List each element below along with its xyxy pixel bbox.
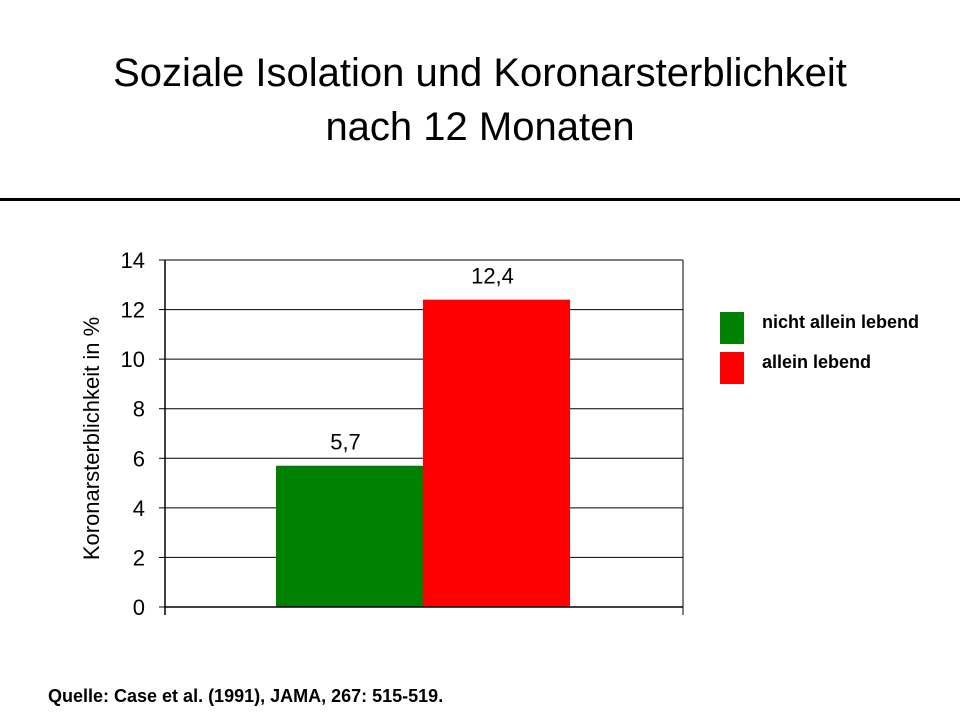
legend-label-allein: allein lebend (762, 352, 872, 372)
y-tick-label: 6 (133, 446, 145, 471)
y-tick-label: 10 (121, 347, 145, 372)
legend-swatch-red (720, 352, 744, 384)
title-line-1: Soziale Isolation und Koronarsterblichke… (113, 51, 847, 95)
chart-title: Soziale Isolation und Koronarsterblichke… (0, 46, 960, 154)
bar-nicht-allein (276, 465, 423, 607)
y-tick-label: 2 (133, 545, 145, 570)
data-label: 12,4 (471, 264, 514, 289)
y-tick-label: 14 (121, 248, 145, 273)
y-tick-label: 0 (133, 595, 145, 620)
legend-label-nicht-allein: nicht allein lebend (762, 312, 920, 332)
data-label: 5,7 (330, 430, 361, 455)
y-axis-label: Koronarsterblichkeit in % (79, 317, 104, 560)
legend-item-nicht-allein: nicht allein lebend (720, 310, 940, 344)
title-divider (0, 198, 960, 201)
legend-swatch-green (720, 312, 744, 344)
y-tick-label: 4 (133, 496, 145, 521)
y-tick-label: 12 (121, 298, 145, 323)
y-tick-label: 8 (133, 397, 145, 422)
source-citation: Quelle: Case et al. (1991), JAMA, 267: 5… (48, 686, 444, 706)
legend-item-allein: allein lebend (720, 350, 940, 384)
chart-legend: nicht allein lebend allein lebend (720, 310, 940, 390)
title-line-2: nach 12 Monaten (325, 105, 635, 149)
bar-allein (423, 299, 570, 607)
